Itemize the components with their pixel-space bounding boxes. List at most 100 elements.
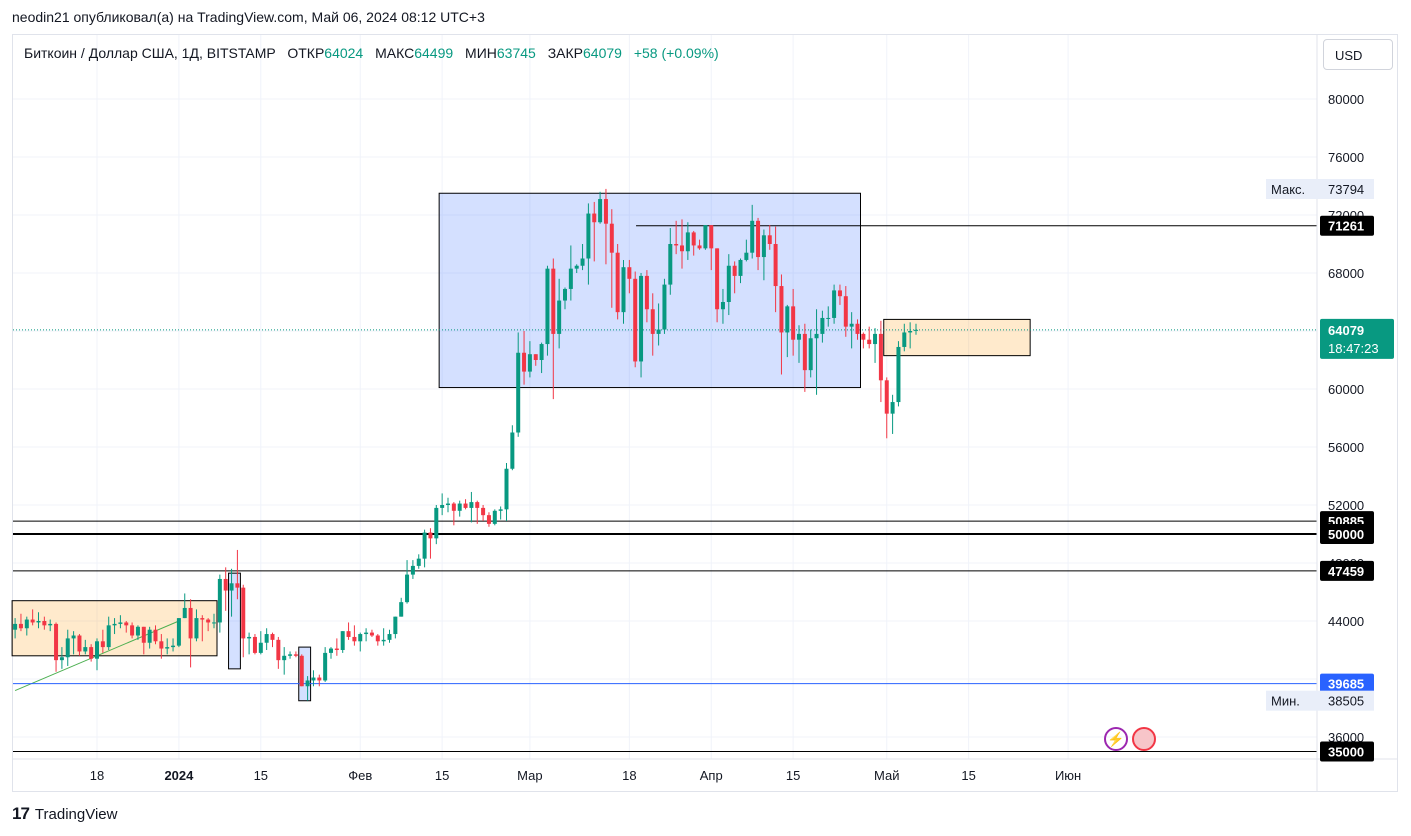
candle-body	[247, 636, 252, 639]
candle-body	[200, 618, 205, 620]
candle-body	[65, 638, 70, 658]
y-tick-label: 60000	[1328, 382, 1364, 397]
footer-brand[interactable]: 17 TradingView	[12, 804, 117, 824]
currency-button[interactable]: USD	[1323, 39, 1393, 70]
candle-body	[756, 220, 761, 258]
candle-body	[873, 333, 878, 345]
candle-body	[832, 290, 837, 318]
extreme-value: 38505	[1328, 694, 1364, 709]
candle-body	[574, 265, 579, 269]
candle-body	[369, 632, 374, 636]
candle-body	[674, 244, 679, 246]
candle-body	[662, 284, 667, 330]
candle-body	[715, 248, 720, 310]
candle-body	[176, 618, 181, 646]
candle-body	[726, 265, 731, 302]
candle-body	[54, 623, 59, 661]
candle-body	[522, 352, 527, 372]
candle-body	[358, 634, 363, 642]
x-tick-label: 15	[254, 768, 268, 783]
candle-body	[463, 503, 468, 508]
x-tick-label: 15	[961, 768, 975, 783]
candle-body	[837, 290, 842, 297]
level-price-tag	[1320, 741, 1374, 762]
candle-body	[217, 578, 222, 623]
candle-body	[77, 635, 82, 652]
chart-frame	[12, 34, 1398, 792]
extreme-price-tag	[1266, 690, 1374, 711]
open-value: 64024	[324, 45, 364, 61]
candle-body	[159, 641, 164, 649]
candle-body	[171, 645, 176, 648]
countdown-timer: 18:47:23	[1328, 341, 1379, 356]
extreme-value: 73794	[1328, 182, 1364, 197]
candle-body	[802, 333, 807, 371]
open-label: ОТКР	[287, 45, 325, 61]
candle-body	[89, 647, 94, 659]
candle-body	[557, 300, 562, 334]
candle-body	[42, 621, 47, 626]
candle-body	[902, 332, 907, 347]
candle-body	[492, 510, 497, 524]
change-value: +58 (+0.09%)	[633, 45, 719, 61]
level-price-tag	[1320, 673, 1374, 694]
x-tick-label: Апр	[700, 768, 723, 783]
candle-body	[288, 654, 293, 656]
candle-body	[908, 331, 913, 333]
candle-body	[329, 648, 333, 653]
lightning-icon[interactable]: ⚡	[1104, 727, 1128, 751]
candle-body	[59, 657, 64, 661]
extreme-label: Мин.	[1271, 694, 1300, 709]
candle-body	[446, 503, 450, 505]
candle-body	[293, 654, 298, 656]
candle-body	[867, 339, 872, 345]
candle-body	[744, 252, 749, 260]
candle-body	[650, 309, 655, 334]
x-tick-label: Мар	[517, 768, 542, 783]
candle-body	[241, 587, 246, 639]
candle-body	[381, 639, 386, 642]
candle-body	[878, 333, 883, 381]
candle-body	[551, 268, 556, 334]
candle-body	[135, 626, 140, 636]
candle-body	[592, 213, 597, 223]
candle-body	[346, 631, 351, 637]
candle-body	[83, 647, 88, 652]
candle-body	[405, 574, 410, 603]
candle-body	[212, 622, 216, 624]
symbol-legend: Биткоин / Доллар США, 1Д, BITSTAMP ОТКР6…	[24, 45, 719, 61]
brand-name: TradingView	[34, 805, 118, 823]
candle-body	[709, 225, 714, 249]
candle-body	[861, 333, 866, 340]
tradingview-logo-icon: 17	[12, 804, 30, 823]
level-price-value: 50000	[1328, 527, 1364, 542]
candle-body	[258, 642, 263, 653]
candle-body	[779, 286, 784, 333]
candle-body	[235, 583, 240, 588]
candle-body	[773, 244, 778, 287]
us-flag-icon[interactable]	[1132, 727, 1156, 751]
low-value: 63745	[496, 45, 536, 61]
candle-body	[738, 259, 743, 276]
candle-body	[48, 623, 53, 626]
current-price-tag	[1320, 318, 1394, 359]
close-label: ЗАКР	[547, 45, 584, 61]
x-tick-label: 15	[786, 768, 800, 783]
candle-body	[252, 636, 257, 653]
x-tick-label: 2024	[164, 768, 194, 783]
candle-body	[299, 655, 304, 687]
low-label: МИН	[465, 45, 497, 61]
y-tick-label: 56000	[1328, 440, 1364, 455]
candle-body	[375, 635, 380, 642]
y-tick-label: 76000	[1328, 150, 1364, 165]
candle-body	[352, 636, 357, 642]
candle-body	[282, 655, 287, 661]
candle-body	[469, 502, 474, 508]
candle-body	[428, 532, 433, 539]
high-label: МАКС	[375, 45, 415, 61]
candle-body	[147, 629, 152, 643]
candle-body	[410, 565, 415, 575]
close-value: 64079	[583, 45, 622, 61]
candle-body	[311, 677, 316, 681]
